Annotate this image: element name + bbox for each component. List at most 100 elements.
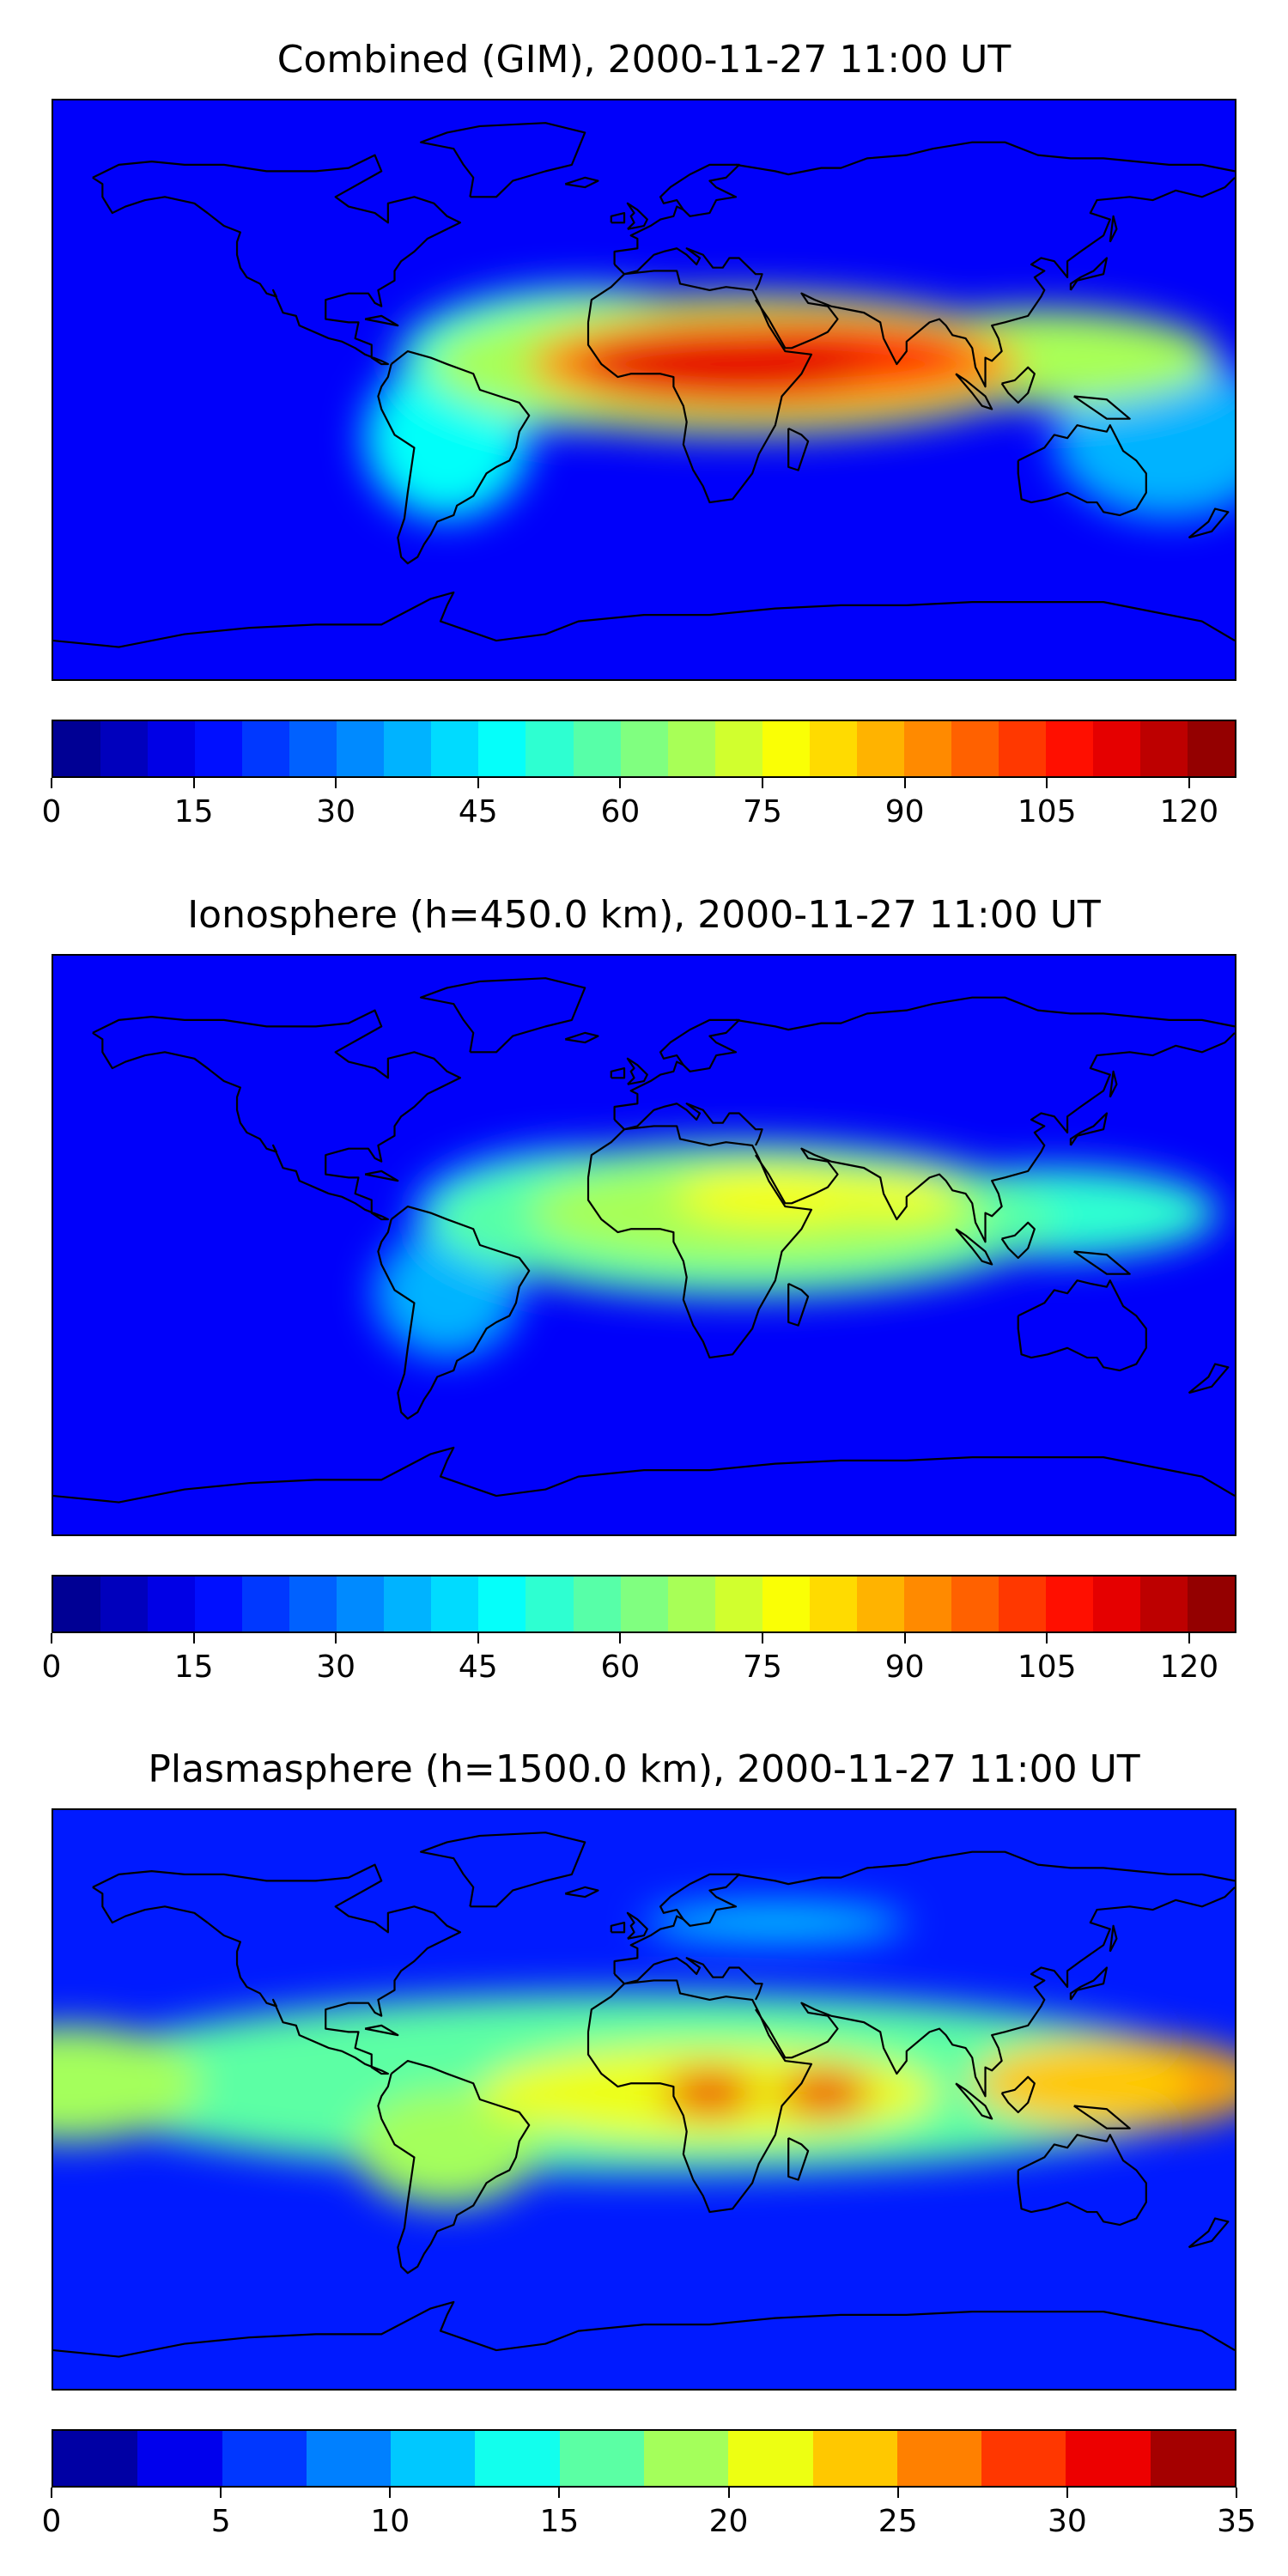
colorbar-segment: [903, 721, 951, 776]
coastline: [756, 1033, 1235, 1242]
colorbar-segment: [384, 1577, 432, 1631]
colorbar-segment: [1045, 1577, 1094, 1631]
colorbar-segment: [1140, 721, 1188, 776]
colorbar-tick: [51, 778, 52, 788]
colorbar-tick-label: 90: [884, 1649, 925, 1685]
density-region: [677, 1170, 874, 1223]
panel-3-colorbar-ticks: 0 5 10 15 20 25 30 35: [42, 2488, 1256, 2539]
coastline: [615, 1020, 739, 1120]
colorbar-tick: [1066, 2488, 1068, 2498]
colorbar-tick-label: 45: [458, 1649, 498, 1685]
coastline: [588, 270, 811, 502]
colorbar-segment: [1045, 721, 1094, 776]
panel-1-map: [52, 99, 1236, 681]
colorbar-segment: [728, 2431, 813, 2486]
colorbar-tick: [619, 1633, 622, 1643]
colorbar-segment: [431, 721, 479, 776]
colorbar-tick-label: 45: [458, 794, 498, 829]
colorbar-segment: [1093, 721, 1141, 776]
coastline: [1074, 2105, 1130, 2128]
coastline: [1018, 2135, 1146, 2225]
colorbar-tick-label: 0: [41, 794, 62, 829]
coastline: [588, 1980, 811, 2212]
colorbar-segment: [1093, 1577, 1141, 1631]
coastline: [565, 1887, 598, 1897]
colorbar-segment: [53, 1577, 101, 1631]
colorbar-segment: [475, 2431, 560, 2486]
colorbar-tick-label: 105: [1017, 794, 1077, 829]
colorbar-segment: [100, 1577, 149, 1631]
colorbar-tick: [389, 2488, 392, 2498]
colorbar-segment: [573, 721, 621, 776]
colorbar-tick: [477, 778, 479, 788]
colorbar-segment: [478, 721, 526, 776]
density-region: [578, 328, 874, 400]
colorbar-segment: [384, 721, 432, 776]
coastline: [1188, 2219, 1228, 2248]
colorbar-segment: [573, 1577, 621, 1631]
colorbar-segment: [714, 1577, 762, 1631]
coastline: [611, 1923, 624, 1932]
colorbar-segment: [667, 1577, 715, 1631]
coastline: [1110, 1072, 1117, 1097]
colorbar-tick-label: 15: [539, 2504, 580, 2539]
colorbar-segment: [809, 1577, 857, 1631]
colorbar-tick: [192, 1633, 195, 1643]
coastline: [1002, 1223, 1035, 1258]
colorbar-segment: [306, 2431, 392, 2486]
coastline: [736, 143, 1235, 174]
coastline: [736, 1852, 1235, 1884]
colorbar-segment: [242, 1577, 290, 1631]
coastline: [615, 248, 762, 290]
density-region: [644, 1903, 907, 1942]
colorbar-tick: [51, 1633, 52, 1643]
coastline: [421, 1832, 585, 1906]
coastline: [615, 1874, 739, 1974]
colorbar-segment: [856, 721, 904, 776]
colorbar-segment: [812, 2431, 897, 2486]
colorbar-tick-label: 0: [41, 1649, 62, 1685]
colorbar-tick: [727, 2488, 730, 2498]
panel-1-colorbar: [52, 720, 1236, 778]
colorbar-tick: [1188, 1633, 1190, 1643]
colorbar-segment: [391, 2431, 476, 2486]
colorbar-tick-label: 30: [316, 794, 356, 829]
coastlines: [53, 978, 1235, 1502]
colorbar-segment: [431, 1577, 479, 1631]
coastline: [615, 1103, 762, 1145]
colorbar-segment: [289, 721, 337, 776]
coastline: [1002, 368, 1035, 403]
colorbar-segment: [148, 1577, 196, 1631]
coastline: [1188, 1364, 1228, 1394]
panel-2-title: Ionosphere (h=450.0 km), 2000-11-27 11:0…: [187, 893, 1101, 937]
coastline: [736, 998, 1235, 1030]
colorbar-tick-label: 25: [878, 2504, 918, 2539]
coastline: [93, 1865, 460, 2074]
colorbar-tick-label: 120: [1159, 794, 1219, 829]
colorbar-segment: [478, 1577, 526, 1631]
coastline: [588, 1126, 811, 1358]
panel-3-map: [52, 1808, 1236, 2391]
coastline: [788, 1284, 808, 1326]
colorbar-segment: [951, 721, 999, 776]
colorbar-segment: [951, 1577, 999, 1631]
coastline: [756, 178, 1235, 386]
colorbar-segment: [526, 1577, 574, 1631]
colorbar-segment: [714, 721, 762, 776]
colorbar-tick-label: 75: [743, 1649, 782, 1685]
colorbar-tick: [51, 2488, 52, 2498]
colorbar-segment: [762, 1577, 810, 1631]
colorbar-tick-label: 30: [316, 1649, 356, 1685]
coastline: [365, 316, 398, 325]
colorbar-tick-label: 90: [884, 794, 925, 829]
colorbar-tick: [477, 1633, 479, 1643]
colorbar-segment: [1150, 2431, 1235, 2486]
colorbar-segment: [195, 721, 243, 776]
colorbar-tick-label: 20: [708, 2504, 749, 2539]
colorbar-tick-label: 35: [1217, 2504, 1256, 2539]
coastline: [628, 1913, 647, 1939]
colorbar-tick-label: 15: [173, 1649, 214, 1685]
coastline: [611, 213, 624, 222]
colorbar-tick: [896, 2488, 899, 2498]
colorbar-segment: [620, 1577, 668, 1631]
